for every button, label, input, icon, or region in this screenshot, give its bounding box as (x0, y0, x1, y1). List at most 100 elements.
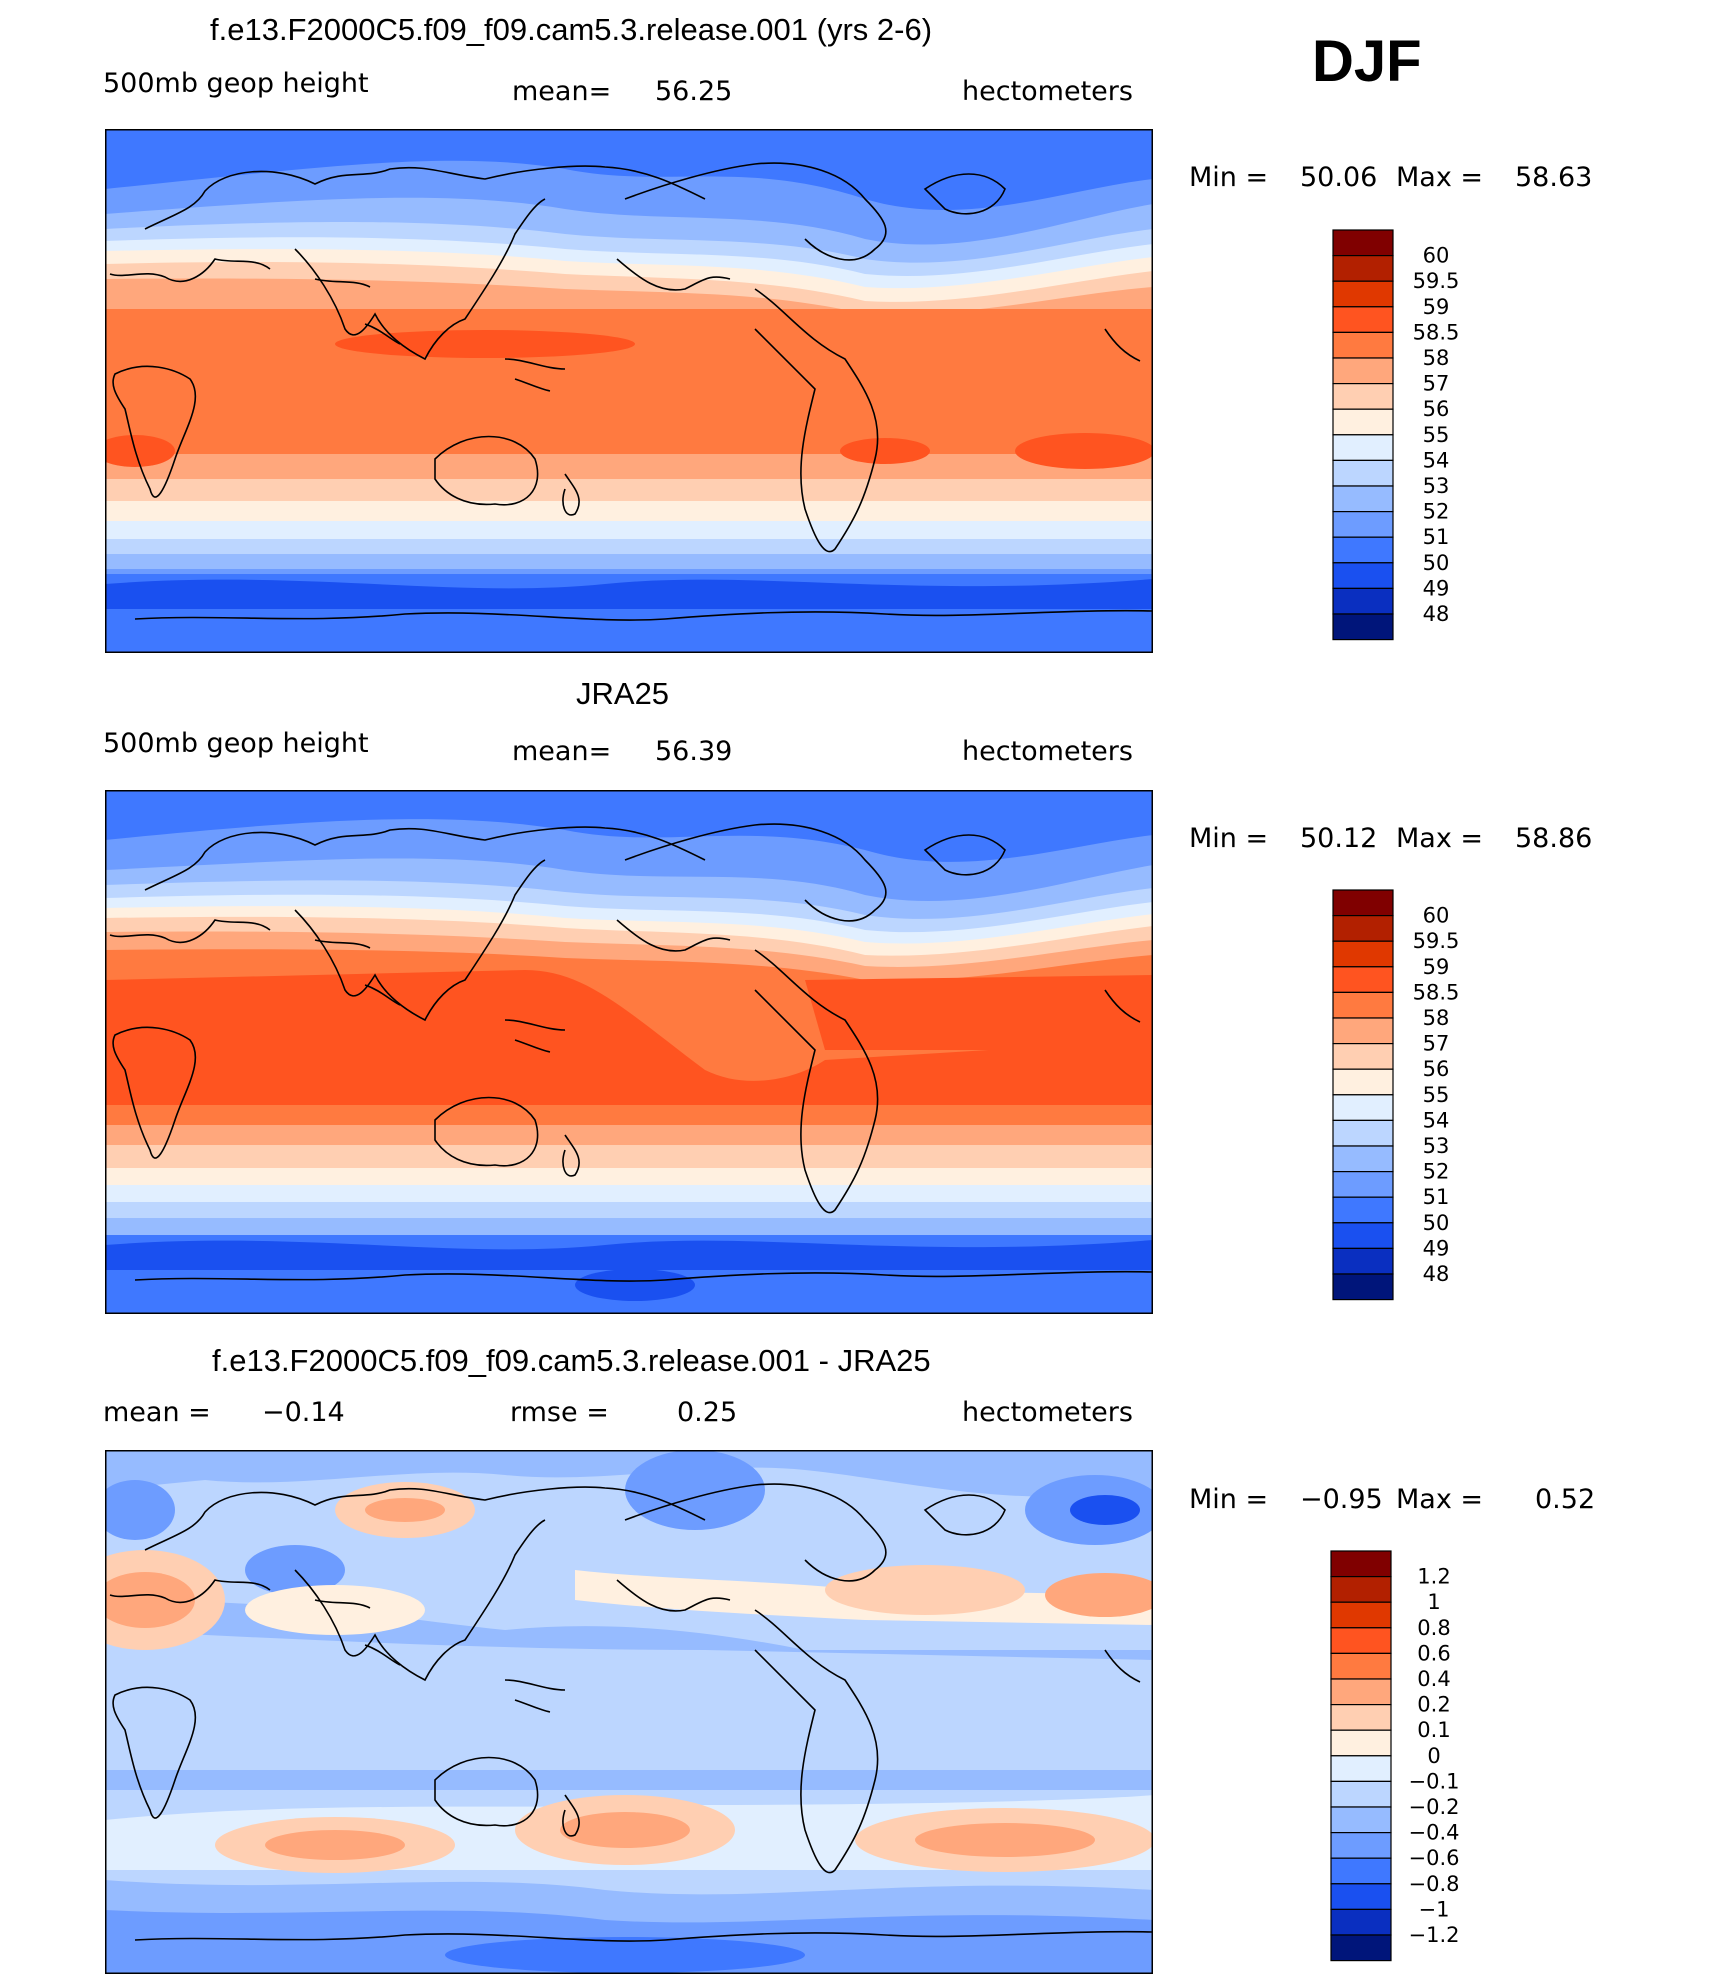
colorbar-label: 59.5 (1413, 929, 1460, 953)
coastlines (109, 1483, 1153, 1942)
colorbar-label: −0.6 (1409, 1846, 1460, 1870)
field-band (365, 1498, 445, 1522)
colorbar-box (1332, 1247, 1394, 1275)
colorbar-label: −0.2 (1409, 1795, 1460, 1819)
colorbar-box (1332, 459, 1394, 487)
colorbar-label: −0.8 (1409, 1872, 1460, 1896)
colorbar-label: 50 (1423, 1211, 1450, 1235)
colorbar-label: 59 (1423, 955, 1450, 979)
field-band (575, 1269, 695, 1301)
colorbar-label: 59.5 (1413, 269, 1460, 293)
colorbar-box (1330, 1627, 1392, 1655)
panel-diff-mean-label: mean = (103, 1397, 211, 1428)
colorbar-label: 60 (1423, 904, 1450, 928)
colorbar-box (1332, 1222, 1394, 1249)
panel-diff-units: hectometers (962, 1397, 1133, 1428)
colorbar-label: 51 (1423, 1185, 1450, 1209)
field-band (105, 435, 175, 467)
panel-model-mean-value: 56.25 (655, 76, 733, 107)
colorbar-box (1330, 1550, 1392, 1578)
colorbar-box (1332, 511, 1394, 538)
panel-model-units: hectometers (962, 76, 1133, 107)
field-band (105, 1450, 1153, 1497)
panel-obs-title: JRA25 (576, 676, 670, 711)
colorbar-label: 50 (1423, 551, 1450, 575)
colorbar-box (1332, 1145, 1394, 1173)
field-band (825, 1565, 1025, 1615)
panel-model-max-value: 58.63 (1515, 162, 1593, 193)
map-frame (105, 129, 1153, 653)
colorbar-box (1332, 562, 1394, 589)
colorbar-label: 54 (1423, 448, 1450, 472)
colorbar-box (1332, 1094, 1394, 1122)
field-band (805, 975, 1153, 1050)
colorbar-box (1332, 229, 1394, 257)
colorbar-box (1330, 1857, 1392, 1885)
colorbar-label: 52 (1423, 1160, 1450, 1184)
panel-diff-mean-value: −0.14 (262, 1397, 345, 1428)
colorbar-box (1332, 1017, 1394, 1045)
colorbar-label: −1 (1419, 1897, 1450, 1921)
colorbar-box (1330, 1832, 1392, 1859)
colorbar-label: 58 (1423, 346, 1450, 370)
colorbar-label: 55 (1423, 1083, 1450, 1107)
panel-obs-max-label: Max = (1396, 823, 1484, 854)
panel-obs-map (105, 790, 1153, 1314)
colorbar-box (1330, 1806, 1392, 1834)
colorbar-label: 0.2 (1417, 1693, 1450, 1717)
colorbar-box (1332, 587, 1394, 615)
colorbar-label: −1.2 (1409, 1923, 1460, 1947)
colorbar-label: 53 (1423, 474, 1450, 498)
field-band (265, 1830, 405, 1860)
field-band (105, 309, 1153, 454)
season-label: DJF (1312, 29, 1422, 94)
colorbar-box (1330, 1652, 1392, 1680)
colorbar-label: 54 (1423, 1108, 1450, 1132)
colorbar-label: 0.8 (1417, 1616, 1450, 1640)
colorbar-box (1332, 1043, 1394, 1070)
coastlines (109, 823, 1153, 1282)
field-band (105, 1572, 195, 1628)
field-band (105, 579, 1153, 609)
field-band (1045, 1573, 1153, 1617)
panel-diff-max-value: 0.52 (1535, 1484, 1596, 1515)
colorbar-box (1332, 536, 1394, 564)
field-band (840, 438, 930, 464)
colorbar-box (1332, 915, 1394, 942)
field-band (1070, 1495, 1140, 1525)
field-band (105, 1240, 1153, 1270)
colorbar-label: −0.1 (1409, 1769, 1460, 1793)
panel-obs-min-value: 50.12 (1300, 823, 1378, 854)
colorbar-label: −0.4 (1409, 1821, 1460, 1845)
panel-model-min-value: 50.06 (1300, 162, 1378, 193)
field-band (625, 1450, 765, 1530)
panel-obs-mean-value: 56.39 (655, 736, 733, 767)
panel-model-max-label: Max = (1396, 162, 1484, 193)
colorbar-box (1332, 889, 1394, 917)
colorbar-box (1332, 255, 1394, 282)
panel-obs-mean-label: mean= (512, 736, 612, 767)
field-band (335, 330, 635, 358)
panel-model-map (105, 129, 1153, 653)
colorbar-box (1332, 280, 1394, 308)
field-band (915, 1823, 1095, 1857)
colorbar-box (1330, 1755, 1392, 1783)
colorbar-box (1332, 966, 1394, 994)
colorbar-label: 58.5 (1413, 980, 1460, 1004)
colorbar-label: 52 (1423, 500, 1450, 524)
panel-obs-max-value: 58.86 (1515, 823, 1593, 854)
colorbar-box (1332, 1196, 1394, 1224)
panel-model-min-label: Min = (1189, 162, 1269, 193)
colorbar-box (1330, 1704, 1392, 1731)
colorbar-label: 1.2 (1417, 1565, 1450, 1589)
colorbar-box (1330, 1908, 1392, 1936)
colorbar-box (1332, 1068, 1394, 1096)
colorbar-box (1330, 1780, 1392, 1808)
colorbar-box (1330, 1576, 1392, 1603)
panel-diff-colorbar: 1.210.80.60.40.20.10−0.1−0.2−0.4−0.6−0.8… (1330, 1550, 1460, 1962)
colorbar-label: 49 (1423, 576, 1450, 600)
colorbar-label: 56 (1423, 397, 1450, 421)
